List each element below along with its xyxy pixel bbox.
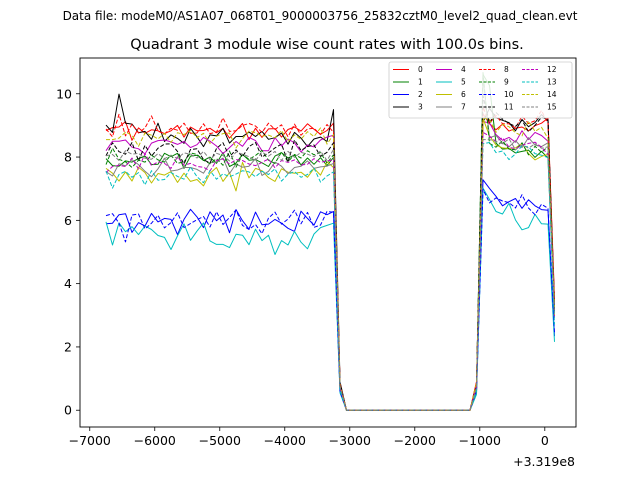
x-offset-label: +3.319e8	[513, 454, 575, 469]
y-tick-label: 0	[64, 403, 72, 418]
series-line-15	[105, 138, 555, 411]
figure-suptitle: Data file: modeM0/AS1A07_068T01_90000037…	[63, 9, 578, 23]
y-tick-label: 10	[56, 86, 72, 101]
y-tick-label: 2	[64, 339, 72, 354]
legend-label-5: 5	[461, 78, 466, 87]
axes-frame	[79, 57, 577, 428]
x-tick-label: −1000	[459, 433, 501, 448]
x-tick-label: 0	[541, 433, 549, 448]
legend-label-9: 9	[504, 78, 509, 87]
legend-label-6: 6	[461, 90, 466, 99]
plot-area: −7000 −6000 −5000 −4000 −3000 −2000 −1000 0 0 2 4…	[56, 57, 577, 469]
x-tick-label: −5000	[199, 433, 241, 448]
y-tick-label: 8	[64, 150, 72, 165]
legend-label-1: 1	[418, 78, 423, 87]
legend-label-14: 14	[547, 90, 557, 99]
series-line-9	[105, 72, 555, 411]
legend-label-8: 8	[504, 65, 509, 74]
legend-frame	[388, 61, 573, 119]
y-tick-label: 6	[64, 213, 72, 228]
legend-label-12: 12	[547, 65, 557, 74]
x-tick-label: −3000	[329, 433, 371, 448]
legend-label-7: 7	[461, 103, 466, 112]
legend-label-15: 15	[547, 103, 557, 112]
y-axis: 0 2 4 6 8 10	[56, 86, 80, 418]
legend-label-2: 2	[418, 90, 423, 99]
series-line-10	[105, 188, 555, 411]
x-axis: −7000 −6000 −5000 −4000 −3000 −2000 −1000 0	[69, 427, 549, 448]
x-tick-label: −6000	[134, 433, 176, 448]
legend-label-4: 4	[461, 65, 466, 74]
x-tick-label: −4000	[264, 433, 306, 448]
series-layer	[105, 72, 555, 411]
x-tick-label: −7000	[69, 433, 111, 448]
series-line-14	[106, 117, 555, 411]
series-line-8	[105, 106, 555, 411]
legend-label-3: 3	[418, 103, 423, 112]
legend-label-0: 0	[418, 65, 423, 74]
chart-title: Quadrant 3 module wise count rates with …	[130, 37, 524, 53]
legend-label-13: 13	[547, 78, 557, 87]
y-tick-label: 4	[64, 276, 72, 291]
legend-label-11: 11	[504, 103, 514, 112]
x-tick-label: −2000	[394, 433, 436, 448]
legend-label-10: 10	[504, 90, 514, 99]
